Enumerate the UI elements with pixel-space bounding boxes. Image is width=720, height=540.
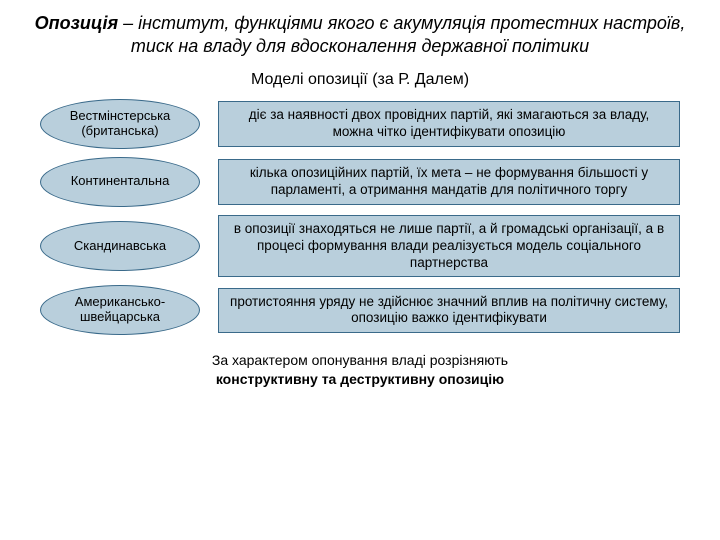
model-oval-scandinavian: Скандинавська: [40, 221, 200, 271]
slide-subtitle: Моделі опозиції (за Р. Далем): [20, 71, 700, 89]
title-definition: – інститут, функціями якого є акумуляція…: [118, 13, 685, 56]
model-oval-westminster: Вестмінстерська (британська): [40, 99, 200, 149]
models-container: Вестмінстерська (британська) діє за наяв…: [20, 99, 700, 336]
model-oval-continental: Континентальна: [40, 157, 200, 207]
model-desc-westminster: діє за наявності двох провідних партій, …: [218, 101, 680, 147]
model-oval-american-swiss: Американсько-швейцарська: [40, 285, 200, 335]
footer-line2: конструктивну та деструктивну опозицію: [216, 371, 504, 387]
model-desc-scandinavian: в опозиції знаходяться не лише партії, а…: [218, 215, 680, 278]
footer-line1: За характером опонування владі розрізняю…: [212, 352, 508, 368]
model-row: Скандинавська в опозиції знаходяться не …: [40, 215, 680, 278]
slide-title: Опозиція – інститут, функціями якого є а…: [20, 12, 700, 59]
model-row: Континентальна кілька опозиційних партій…: [40, 157, 680, 207]
model-desc-american-swiss: протистояння уряду не здійснює значний в…: [218, 288, 680, 334]
footer-note: За характером опонування владі розрізняю…: [20, 351, 700, 389]
model-desc-continental: кілька опозиційних партій, їх мета – не …: [218, 159, 680, 205]
model-row: Вестмінстерська (британська) діє за наяв…: [40, 99, 680, 149]
model-row: Американсько-швейцарська протистояння ур…: [40, 285, 680, 335]
title-term: Опозиція: [35, 13, 118, 33]
